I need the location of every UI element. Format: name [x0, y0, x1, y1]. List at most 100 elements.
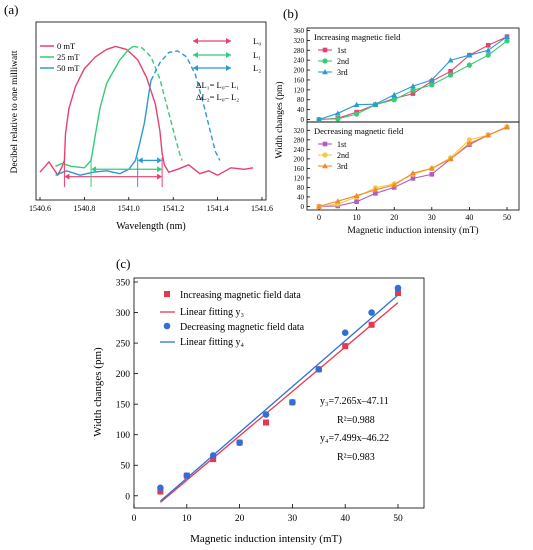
- legend-label-fit-y3: Linear fitting y₃: [180, 307, 244, 318]
- b-ytick-label: 240: [294, 57, 305, 65]
- b-xtick-label: 0: [317, 213, 321, 222]
- b-point-0-2: [466, 52, 473, 58]
- panel-c-ylabel: Width changes (pm): [92, 347, 104, 437]
- panel-c: (c) Width changes (pm) Magnetic inductio…: [92, 256, 425, 545]
- c-point-0: [263, 419, 269, 426]
- b-point-1-0: [373, 191, 378, 196]
- legend-label-50mT: 50 mT: [57, 63, 80, 73]
- legend-label-25mT: 25 mT: [57, 52, 80, 62]
- b-point-0-1: [410, 87, 416, 93]
- b-ytick-label: 200: [294, 67, 305, 75]
- panel-c-label: (c): [116, 256, 130, 271]
- legend-label-decreasing: Decreasing magnetic field data: [180, 322, 305, 333]
- c-xtick-label: 10: [182, 514, 192, 524]
- c-ytick-label: 250: [116, 340, 131, 350]
- b-ytick-label: 0: [301, 116, 305, 124]
- b-point-0-1: [448, 72, 454, 78]
- b-legend-label-0-1: 2nd: [337, 57, 349, 66]
- c-point-1: [209, 452, 217, 459]
- b-series-line-0-2: [318, 36, 508, 121]
- a-xtick-label: 1541.6: [251, 204, 273, 213]
- c-point-1: [236, 439, 243, 446]
- b-legend-marker-1-0: [322, 141, 328, 147]
- b-ytick-label: 160: [294, 76, 305, 84]
- b-legend-marker-0-0: [322, 47, 328, 53]
- b-xtick-label: 30: [428, 213, 436, 222]
- b-legend-label-1-1: 2nd: [337, 151, 349, 160]
- a-series-line-1: [55, 45, 134, 169]
- b-legend-label-1-2: 3rd: [337, 162, 348, 171]
- legend-label-increasing: Increasing magnetic field data: [180, 290, 301, 301]
- b-point-1-2: [391, 182, 398, 188]
- r-squared-y3: R²=0.988: [337, 415, 375, 426]
- panel-b-bottom-frame: [306, 121, 520, 211]
- c-ytick-label: 100: [116, 431, 131, 441]
- b-ytick-label: 280: [294, 136, 305, 144]
- equation-dL2: ΔL₂= L₀– L₂: [196, 92, 239, 102]
- panel-c-legend: Increasing magnetic field data Linear fi…: [160, 290, 305, 348]
- b-point-0-2: [485, 47, 492, 53]
- b-point-1-0: [391, 185, 397, 190]
- panel-c-xlabel: Magnetic induction intensity (mT): [190, 533, 342, 545]
- r-squared-y4: R²=0.983: [337, 452, 375, 463]
- b-point-0-2: [504, 33, 510, 39]
- a-xtick-label: 1540.6: [29, 204, 51, 213]
- b-point-0-2: [353, 101, 360, 107]
- b-legend-marker-1-2: [322, 163, 328, 169]
- panel-b-label: (b): [283, 6, 298, 21]
- b-ytick-label: 120: [294, 174, 305, 182]
- c-point-1: [157, 484, 164, 492]
- b-ytick-label: 200: [294, 155, 305, 163]
- b-xtick-label: 50: [503, 213, 511, 222]
- b-ytick-label: 360: [294, 27, 305, 35]
- b-point-1-2: [428, 165, 435, 171]
- c-fit-line-1: [159, 294, 399, 502]
- b-legend-marker-1-1: [322, 152, 328, 158]
- c-point-1: [262, 411, 270, 418]
- c-xtick-label: 40: [340, 514, 350, 524]
- b-legend-label-0-2: 3rd: [337, 68, 348, 77]
- equation-y3: y₃=7.265x–47.11: [320, 396, 389, 407]
- legend-label-0mT: 0 mT: [57, 41, 76, 51]
- panel-a-label: (a): [4, 2, 18, 17]
- b-point-0-1: [429, 82, 435, 88]
- c-point-0: [210, 456, 217, 463]
- c-point-0: [395, 289, 401, 296]
- a-xtick-label: 1541.2: [162, 204, 184, 213]
- panel-a-ylabel: Decibel relative to one milliwatt: [10, 50, 20, 173]
- c-xtick-label: 30: [288, 514, 298, 524]
- b-point-0-1: [391, 97, 397, 103]
- b-ytick-label: 40: [297, 193, 305, 201]
- b-point-1-2: [485, 132, 492, 138]
- panel-b-ylabel: Width changes (pm): [274, 81, 285, 158]
- panel-a: (a) Decibel relative to one milliwatt Wa…: [4, 2, 273, 232]
- b-point-0-1: [466, 62, 472, 68]
- b-point-0-2: [334, 110, 341, 116]
- b-ytick-label: 320: [294, 127, 305, 135]
- b-point-0-1: [504, 38, 510, 44]
- b-ytick-label: 120: [294, 86, 305, 94]
- legend-marker-increasing: [164, 291, 170, 297]
- b-point-1-0: [354, 199, 359, 204]
- a-xtick-label: 1541.0: [118, 204, 140, 213]
- b-point-1-2: [504, 123, 510, 130]
- b-series-line-0-0: [318, 36, 508, 121]
- panel-b-bottom-title: Decreasing magnetic field: [314, 126, 404, 136]
- b-point-1-1: [466, 137, 472, 143]
- c-fit-line-0: [159, 302, 399, 503]
- b-point-0-2: [391, 91, 398, 98]
- panel-a-legend: 0 mT 25 mT 50 mT: [40, 41, 80, 73]
- legend-marker-decreasing: [163, 322, 171, 330]
- b-ytick-label: 160: [294, 165, 305, 173]
- b-point-1-2: [447, 155, 454, 162]
- b-xtick-label: 10: [353, 213, 361, 222]
- b-point-0-2: [410, 83, 416, 89]
- c-point-1: [315, 366, 323, 373]
- b-point-1-2: [316, 203, 322, 209]
- panel-c-equations: y₃=7.265x–47.11 R²=0.988 y₄=7.499x–46.22…: [320, 396, 389, 463]
- c-point-1: [368, 309, 375, 316]
- b-point-0-0: [485, 43, 491, 48]
- a-series-line-2: [133, 45, 183, 161]
- b-point-0-1: [335, 116, 341, 122]
- c-point-1: [289, 399, 296, 406]
